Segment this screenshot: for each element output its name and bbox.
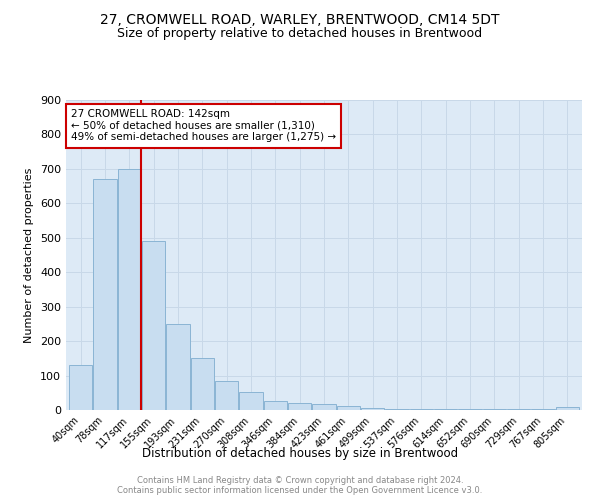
Bar bbox=[337, 406, 360, 410]
Bar bbox=[264, 401, 287, 410]
Bar bbox=[410, 409, 433, 410]
Bar bbox=[118, 169, 141, 410]
Bar bbox=[556, 407, 579, 410]
Text: Contains HM Land Registry data © Crown copyright and database right 2024.
Contai: Contains HM Land Registry data © Crown c… bbox=[118, 476, 482, 495]
Bar bbox=[288, 403, 311, 410]
Bar bbox=[215, 380, 238, 410]
Bar bbox=[385, 408, 409, 410]
Bar bbox=[239, 392, 263, 410]
Bar bbox=[142, 241, 165, 410]
Text: 27 CROMWELL ROAD: 142sqm
← 50% of detached houses are smaller (1,310)
49% of sem: 27 CROMWELL ROAD: 142sqm ← 50% of detach… bbox=[71, 110, 336, 142]
Bar bbox=[69, 365, 92, 410]
Text: Distribution of detached houses by size in Brentwood: Distribution of detached houses by size … bbox=[142, 448, 458, 460]
Bar bbox=[313, 404, 335, 410]
Bar bbox=[361, 408, 384, 410]
Bar bbox=[94, 179, 116, 410]
Bar bbox=[166, 324, 190, 410]
Text: Size of property relative to detached houses in Brentwood: Size of property relative to detached ho… bbox=[118, 28, 482, 40]
Bar bbox=[191, 358, 214, 410]
Y-axis label: Number of detached properties: Number of detached properties bbox=[25, 168, 34, 342]
Text: 27, CROMWELL ROAD, WARLEY, BRENTWOOD, CM14 5DT: 27, CROMWELL ROAD, WARLEY, BRENTWOOD, CM… bbox=[100, 12, 500, 26]
